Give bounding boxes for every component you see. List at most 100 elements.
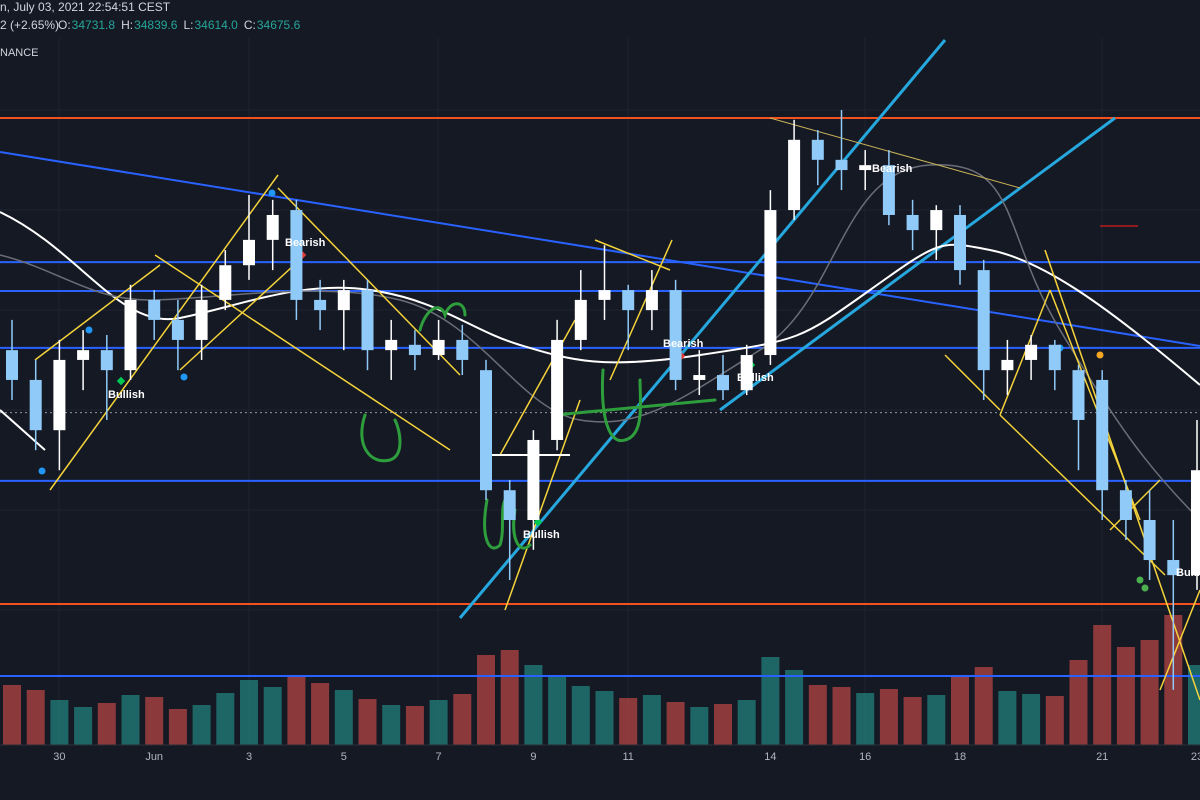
- candle-body: [456, 339, 469, 360]
- volume-bar: [121, 695, 140, 745]
- volume-bar: [477, 655, 495, 745]
- ohlc-label: O:: [58, 18, 71, 32]
- annotation: Bulli: [1176, 567, 1200, 579]
- candle-body: [266, 214, 279, 240]
- candle-body: [337, 290, 350, 311]
- volume-bar: [879, 689, 898, 745]
- volume-bar: [974, 667, 993, 745]
- volume-bar: [50, 700, 69, 745]
- annotation: Bullish: [737, 372, 774, 384]
- candle-body: [29, 379, 42, 431]
- x-tick-label: 21: [1096, 751, 1108, 763]
- volume-bar: [145, 697, 164, 745]
- x-tick-label: 9: [530, 751, 536, 763]
- candle-body: [6, 350, 18, 380]
- x-tick-label: 30: [53, 751, 65, 763]
- candle-body: [930, 210, 943, 231]
- candle-body: [1096, 379, 1109, 491]
- x-tick-label: 14: [764, 751, 776, 763]
- candle-body: [124, 299, 137, 371]
- candle-body: [148, 299, 161, 320]
- candle-body: [1025, 344, 1038, 360]
- volume-bar: [524, 665, 543, 745]
- candle-body: [622, 290, 635, 311]
- x-tick-label: 16: [859, 751, 871, 763]
- candle-body: [1119, 490, 1132, 521]
- candle-body: [859, 165, 872, 171]
- candle-body: [100, 350, 113, 371]
- candle-body: [77, 350, 90, 360]
- header-time: n, July 03, 2021 22:54:51 CEST: [0, 0, 171, 14]
- candle-body: [171, 319, 184, 340]
- candle-body: [1191, 470, 1200, 576]
- x-tick-label: Jun: [145, 751, 163, 763]
- x-tick-label: 5: [341, 751, 347, 763]
- volume-bar: [97, 703, 116, 745]
- candle-body: [480, 370, 492, 491]
- ohlc-label: C:: [244, 18, 256, 32]
- volume-bar: [358, 699, 377, 745]
- volume-bar: [429, 700, 448, 745]
- candles: [6, 110, 1200, 690]
- candle-body: [906, 214, 919, 231]
- candle-body: [740, 355, 753, 391]
- candle-body: [408, 344, 421, 356]
- volume-bar: [3, 685, 21, 745]
- volume-bar: [1140, 640, 1159, 745]
- ohlc-label: H:: [121, 18, 133, 32]
- annotation: Bearish: [872, 163, 913, 175]
- volume-pane: [3, 615, 1200, 745]
- volume-bar: [240, 680, 258, 745]
- volume-bar: [690, 707, 709, 745]
- candle-body: [290, 210, 303, 300]
- annotation: Bullish: [523, 529, 560, 541]
- candle-body: [717, 375, 729, 391]
- volume-bar: [311, 683, 330, 745]
- volume-bar: [263, 687, 282, 745]
- ohlc-info: 2 (+2.65%) O: 34731.8 H: 34839.6 L: 34614.0 C:…: [0, 18, 301, 32]
- header-bar: [0, 0, 1200, 34]
- candle-body: [598, 290, 611, 300]
- candle-body: [195, 299, 208, 340]
- volume-bar: [903, 697, 922, 745]
- x-tick-label: 23: [1191, 751, 1200, 763]
- volume-bar: [619, 698, 638, 745]
- ohlc-label: L:: [183, 18, 193, 32]
- candle-body: [693, 375, 706, 380]
- volume-bar: [595, 691, 614, 745]
- candle-body: [361, 290, 374, 351]
- volume-bar: [382, 705, 401, 745]
- volume-bar: [1022, 694, 1041, 745]
- volume-bar: [1188, 665, 1200, 745]
- x-tick-label: 3: [246, 751, 252, 763]
- candle-body: [1072, 370, 1085, 420]
- candle-body: [811, 139, 824, 160]
- volume-bar: [571, 686, 590, 745]
- volume-bar: [785, 670, 804, 745]
- volume-bar: [405, 706, 424, 745]
- candle-body: [835, 159, 848, 171]
- candle-body: [788, 139, 801, 211]
- ohlc-value: 34614.0: [194, 18, 238, 32]
- volume-bar: [951, 676, 969, 745]
- candle-body: [574, 299, 587, 340]
- ohlc-value: 34731.8: [72, 18, 116, 32]
- volume-bar: [737, 700, 756, 745]
- volume-bar: [998, 691, 1017, 745]
- x-tick-label: 18: [954, 751, 966, 763]
- volume-bar: [168, 709, 187, 745]
- volume-bar: [1069, 660, 1088, 745]
- volume-bar: [26, 690, 45, 745]
- change: 2 (+2.65%): [0, 18, 59, 32]
- exchange: NANCE: [0, 47, 39, 59]
- candle-body: [385, 339, 398, 351]
- candle-body: [669, 290, 682, 380]
- x-tick-label: 7: [436, 751, 442, 763]
- candle-body: [551, 339, 564, 440]
- candle-body: [314, 299, 327, 311]
- volume-bar: [453, 694, 472, 745]
- candle-body: [1048, 344, 1061, 371]
